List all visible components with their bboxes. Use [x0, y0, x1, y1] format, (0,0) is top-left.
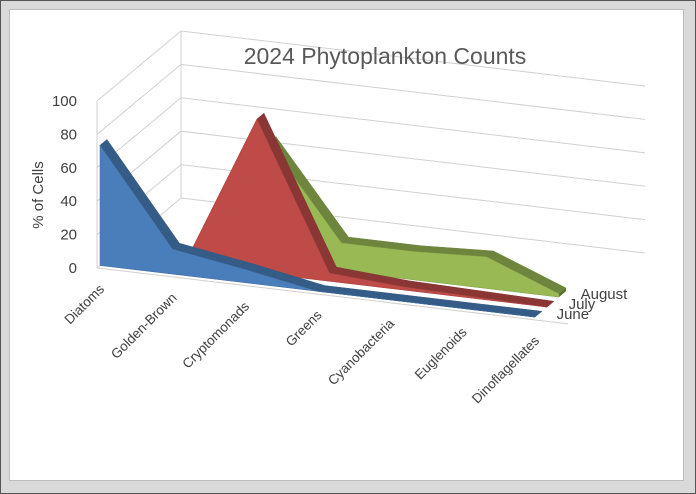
category-label: Greens — [283, 307, 325, 349]
series-area — [99, 144, 536, 318]
y-tick-label: 80 — [60, 126, 77, 143]
category-label: Euglenoids — [412, 324, 470, 382]
category-label: Cyanobacteria — [325, 316, 398, 389]
y-tick-label: 40 — [60, 193, 77, 210]
category-label: Cryptomonads — [179, 299, 252, 372]
category-label: Diatoms — [62, 281, 108, 327]
category-label: Dinoflagellates — [469, 333, 542, 406]
series-label: July — [569, 296, 596, 313]
y-tick-label: 60 — [60, 160, 77, 177]
series-end-face — [559, 287, 566, 298]
series-areas — [99, 112, 567, 318]
series-label: June — [557, 306, 590, 323]
category-label: Golden-Brown — [108, 290, 180, 362]
y-axis-label: % of Cells — [30, 161, 47, 229]
chart-title: 2024 Phytoplankton Counts — [244, 43, 527, 69]
y-tick-label: 20 — [60, 227, 77, 244]
x-axis-line — [96, 267, 569, 325]
y-tick-label: 0 — [69, 260, 77, 277]
y-tick-label: 100 — [52, 93, 77, 110]
series-label: August — [581, 286, 629, 303]
